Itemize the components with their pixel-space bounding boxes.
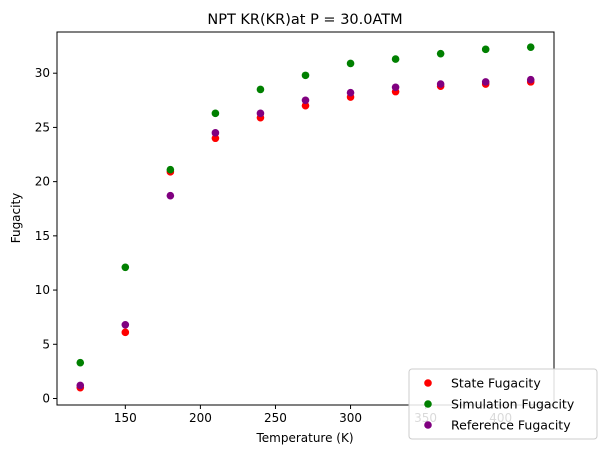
y-tick-label: 15 [35, 229, 50, 243]
point-simulation-fugacity [436, 49, 445, 58]
x-tick-label: 150 [114, 411, 137, 425]
point-reference-fugacity [256, 109, 265, 118]
x-axis-label: Temperature (K) [255, 431, 353, 445]
plot-area-frame [56, 31, 555, 406]
legend-marker-state-fugacity [424, 379, 432, 387]
legend-label-reference-fugacity: Reference Fugacity [451, 418, 571, 433]
point-reference-fugacity [481, 78, 490, 86]
point-reference-fugacity [301, 96, 310, 105]
y-tick-label: 30 [35, 66, 50, 80]
point-simulation-fugacity [166, 165, 175, 174]
legend-label-state-fugacity: State Fugacity [451, 376, 541, 391]
legend-box [408, 368, 598, 440]
legend-marker-simulation-fugacity [424, 400, 432, 408]
point-reference-fugacity [526, 75, 535, 84]
point-simulation-fugacity [211, 109, 220, 118]
data-points [76, 43, 535, 392]
point-reference-fugacity [391, 83, 400, 92]
point-simulation-fugacity [526, 43, 535, 51]
y-axis-label: Fugacity [9, 193, 23, 244]
x-tick-label: 250 [264, 411, 287, 425]
point-simulation-fugacity [346, 59, 355, 68]
y-axis: 0 5 10 15 20 25 30 [35, 66, 57, 405]
point-simulation-fugacity [76, 358, 85, 367]
y-tick-label: 5 [42, 337, 50, 351]
point-reference-fugacity [346, 88, 355, 97]
legend: State Fugacity Simulation Fugacity Referen… [408, 368, 598, 440]
chart-title: NPT KR(KR)at P = 30.0ATM [207, 12, 402, 28]
point-simulation-fugacity [256, 85, 265, 94]
point-reference-fugacity [436, 80, 445, 88]
point-simulation-fugacity [391, 55, 400, 63]
point-state-fugacity [211, 134, 220, 143]
x-tick-label: 300 [339, 411, 362, 425]
point-simulation-fugacity [301, 71, 310, 80]
y-tick-label: 0 [42, 391, 50, 405]
point-reference-fugacity [121, 320, 130, 329]
x-tick-label: 200 [189, 411, 212, 425]
y-tick-label: 10 [35, 283, 50, 297]
point-reference-fugacity [166, 191, 175, 200]
point-state-fugacity [301, 101, 310, 110]
point-state-fugacity [121, 328, 130, 337]
y-tick-label: 25 [35, 120, 50, 134]
legend-marker-reference-fugacity [424, 421, 432, 429]
point-reference-fugacity [76, 381, 85, 390]
legend-label-simulation-fugacity: Simulation Fugacity [451, 397, 575, 412]
point-reference-fugacity [211, 129, 220, 137]
point-simulation-fugacity [481, 45, 490, 54]
point-simulation-fugacity [121, 263, 130, 272]
y-tick-label: 20 [35, 175, 50, 189]
